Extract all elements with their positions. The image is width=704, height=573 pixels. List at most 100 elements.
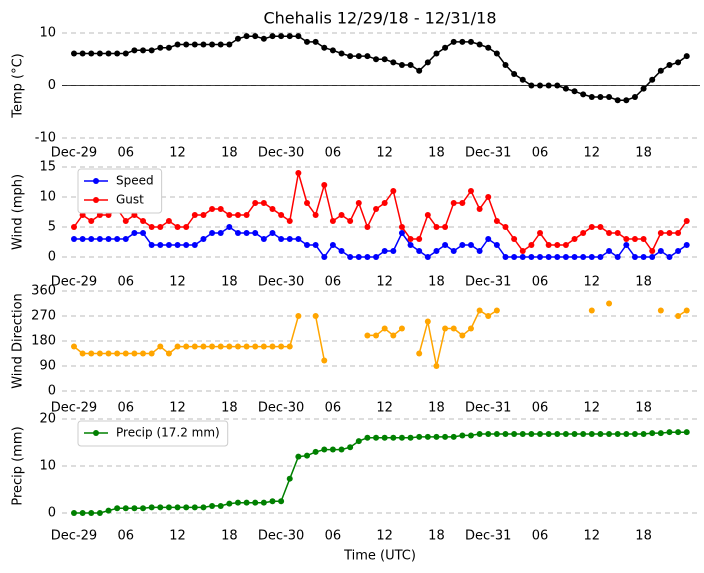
data-point [321, 254, 328, 260]
data-point [597, 431, 604, 438]
data-point [88, 50, 95, 57]
data-point [191, 343, 198, 350]
data-point [312, 313, 319, 319]
data-point [519, 431, 526, 438]
data-point [312, 38, 319, 45]
data-point [580, 230, 587, 236]
data-point [278, 498, 285, 505]
data-point [278, 343, 285, 350]
data-point [312, 212, 319, 218]
y-tick-label: 90 [39, 359, 56, 374]
data-point [390, 248, 397, 254]
data-point [683, 53, 690, 60]
data-point [157, 242, 164, 248]
x-tick-label: Dec-29 [51, 401, 97, 416]
data-point [390, 332, 397, 339]
data-point [148, 350, 155, 357]
data-point [398, 434, 405, 441]
data-point [140, 47, 147, 54]
x-tick-label: 12 [584, 275, 601, 290]
data-point [545, 254, 552, 260]
data-point [79, 236, 86, 242]
data-point [269, 230, 276, 236]
y-tick-label: 10 [39, 190, 56, 205]
y-tick-label: 20 [39, 412, 56, 427]
data-point [433, 224, 440, 230]
data-point [260, 236, 267, 242]
data-point [666, 230, 673, 236]
data-point [71, 343, 77, 350]
data-point [140, 218, 147, 224]
data-point [467, 242, 474, 248]
data-point [140, 230, 147, 236]
data-point [493, 50, 500, 57]
data-point [364, 332, 371, 339]
data-point [183, 224, 190, 230]
data-point [398, 325, 405, 332]
data-point [122, 50, 129, 57]
data-point [96, 510, 103, 516]
data-point [321, 357, 328, 364]
data-point [321, 182, 328, 188]
data-point [329, 242, 336, 248]
data-point [459, 432, 466, 439]
legend-label: Gust [116, 193, 144, 207]
data-point [226, 343, 233, 350]
data-point [252, 343, 259, 350]
data-point [347, 444, 354, 451]
x-tick-label: 18 [221, 275, 238, 290]
data-point [390, 188, 397, 194]
data-point [234, 35, 241, 42]
data-point [398, 230, 405, 236]
data-point [226, 212, 233, 218]
data-point [528, 242, 535, 248]
data-point [260, 35, 267, 42]
data-point [597, 224, 604, 230]
data-point [433, 363, 440, 369]
legend: Precip (17.2 mm) [77, 420, 229, 447]
x-tick-label: 06 [532, 146, 549, 161]
y-tick-label: -10 [35, 131, 56, 146]
data-point [485, 431, 492, 438]
data-point [364, 53, 371, 60]
data-point [511, 431, 518, 438]
data-point [683, 242, 690, 248]
data-point [131, 350, 138, 357]
series-line [73, 172, 688, 253]
data-point [459, 200, 466, 206]
data-point [373, 332, 380, 339]
data-point [304, 38, 311, 45]
data-point [519, 76, 526, 83]
data-point [373, 434, 380, 441]
data-point [329, 218, 336, 224]
x-tick-label: 06 [325, 529, 342, 544]
data-point [286, 236, 293, 242]
data-point [407, 434, 414, 441]
data-point [209, 343, 216, 350]
data-point [459, 38, 466, 45]
data-point [476, 206, 483, 212]
legend-box [77, 420, 229, 447]
data-point [79, 350, 86, 357]
y-tick-label: 180 [31, 334, 56, 349]
data-point [295, 313, 302, 319]
data-point [114, 505, 121, 512]
data-point [433, 248, 440, 254]
data-point [545, 431, 552, 438]
data-point [71, 510, 77, 516]
x-tick-label: 06 [118, 146, 135, 161]
x-tick-label: 18 [635, 146, 652, 161]
data-point [606, 300, 613, 307]
y-axis-label: Precip (mm) [11, 426, 26, 505]
data-point [416, 248, 423, 254]
data-point [88, 510, 95, 516]
data-point [528, 82, 535, 89]
data-point [234, 499, 241, 506]
data-point [640, 85, 647, 92]
data-point [234, 212, 241, 218]
data-point [209, 41, 216, 48]
data-point [614, 230, 621, 236]
data-point [623, 431, 630, 438]
data-point [304, 242, 311, 248]
